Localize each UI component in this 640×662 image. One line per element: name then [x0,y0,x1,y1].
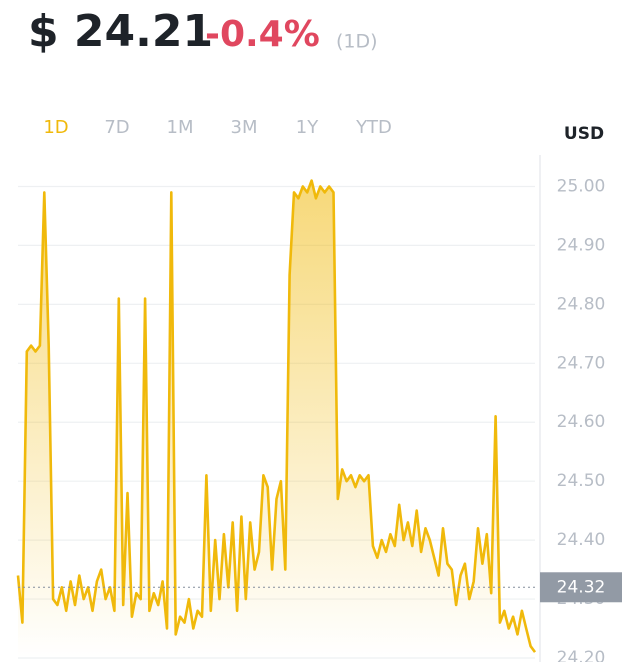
period-tab[interactable]: 3M [231,117,258,138]
change-period: (1D) [336,31,378,53]
y-tick-label: 24.40 [557,530,606,550]
y-tick-label: 24.90 [557,235,606,255]
period-tab[interactable]: 1Y [296,117,319,138]
period-tab[interactable]: 7D [104,117,129,138]
last-price-label: 24.32 [557,577,606,597]
price-line [16,179,537,653]
y-tick-label: 24.60 [557,412,606,432]
y-tick-label: 24.80 [557,294,606,314]
last-price-box [540,572,622,603]
y-tick-label: 24.50 [557,471,606,491]
y-tick-label: 24.20 [557,648,606,662]
period-tab[interactable]: 1M [167,117,194,138]
period-tab[interactable]: 1D [43,117,68,138]
price-change: -0.4% [205,14,320,55]
y-axis-label: USD [564,124,604,144]
y-tick-label: 25.00 [557,176,606,196]
y-tick-label: 24.70 [557,353,606,373]
period-tab[interactable]: YTD [355,117,392,138]
price: $ 24.21 [28,6,213,57]
